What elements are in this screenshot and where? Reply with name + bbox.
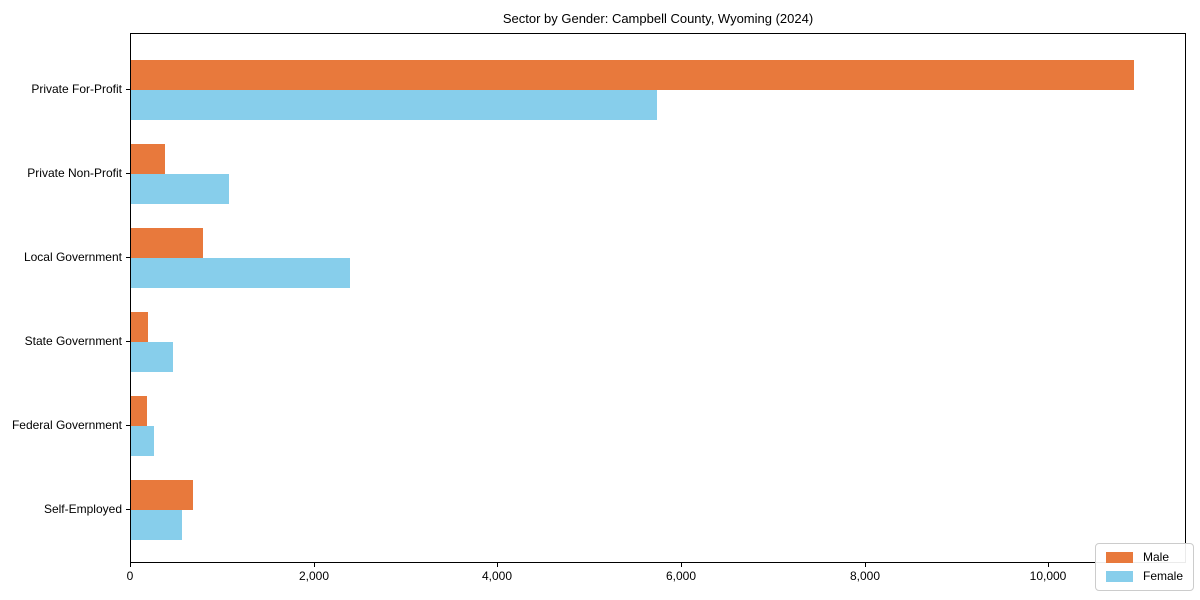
x-tick-label-6-000: 6,000 [665,569,697,583]
y-tick-label-private-for-profit: Private For-Profit [31,82,122,96]
bar-male-local-government [131,228,203,258]
bar-male-private-non-profit [131,144,165,174]
plot-area [130,33,1186,563]
bar-male-self-employed [131,480,193,510]
legend-label-female: Female [1142,569,1183,583]
x-tick-mark [681,563,682,567]
bar-male-state-government [131,312,148,342]
y-tick-mark [126,173,130,174]
y-tick-mark [126,89,130,90]
y-tick-mark [126,257,130,258]
x-tick-mark [130,563,131,567]
legend-entry-male: Male [1105,550,1183,564]
bar-female-private-non-profit [131,174,229,204]
x-tick-mark [1048,563,1049,567]
x-tick-mark [314,563,315,567]
y-tick-label-local-government: Local Government [23,250,122,264]
x-tick-label-2-000: 2,000 [298,569,330,583]
bar-female-self-employed [131,510,182,540]
x-tick-mark [497,563,498,567]
legend-label-male: Male [1142,550,1169,564]
legend-entry-female: Female [1105,569,1183,583]
bar-male-private-for-profit [131,60,1134,90]
y-tick-mark [126,425,130,426]
bar-female-private-for-profit [131,90,657,120]
legend-swatch-male [1105,552,1133,563]
x-tick-label-0: 0 [126,569,134,583]
y-tick-mark [126,509,130,510]
y-tick-label-private-non-profit: Private Non-Profit [27,166,122,180]
bar-male-federal-government [131,396,147,426]
chart-title: Sector by Gender: Campbell County, Wyomi… [502,11,814,26]
legend-swatch-female [1105,571,1133,582]
x-tick-label-4-000: 4,000 [481,569,513,583]
y-tick-label-federal-government: Federal Government [11,418,122,432]
x-tick-label-10-000: 10,000 [1029,569,1067,583]
bar-female-local-government [131,258,350,288]
y-tick-label-state-government: State Government [24,334,122,348]
legend: Male Female [1094,543,1194,591]
x-tick-mark [865,563,866,567]
y-tick-mark [126,341,130,342]
bar-female-state-government [131,342,173,372]
x-tick-label-8-000: 8,000 [849,569,881,583]
bar-female-federal-government [131,426,154,456]
y-tick-label-self-employed: Self-Employed [43,502,122,516]
